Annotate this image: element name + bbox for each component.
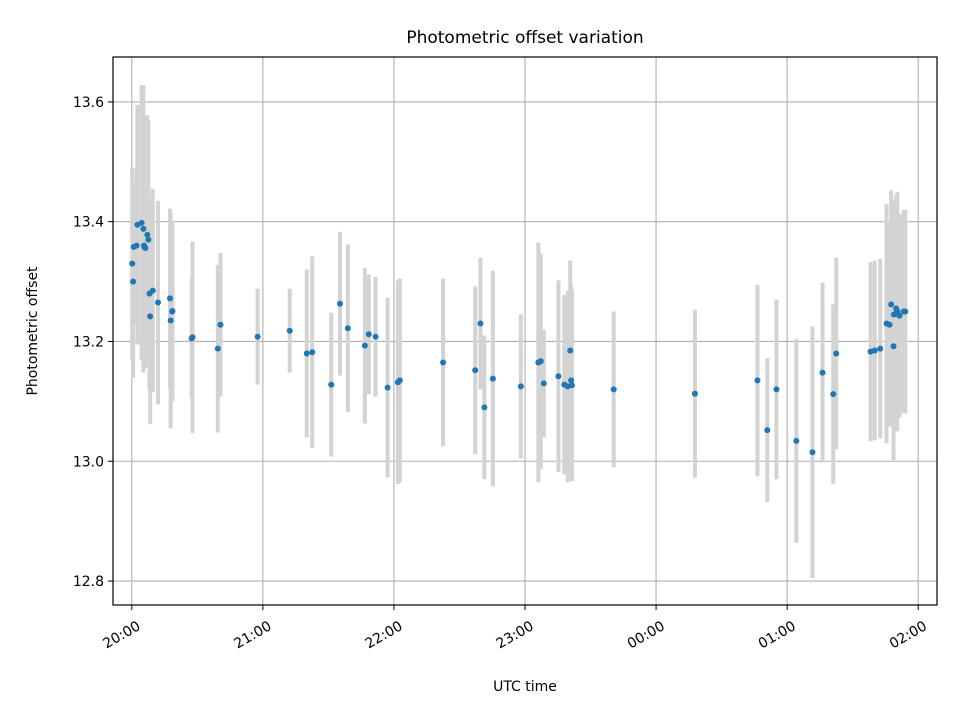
data-point [396, 377, 403, 384]
x-tick-label: 20:00 [100, 618, 143, 652]
data-point [773, 386, 780, 393]
data-point [214, 345, 221, 352]
data-point [372, 333, 379, 340]
data-point [147, 313, 154, 320]
data-point [691, 390, 698, 397]
data-point [481, 404, 488, 411]
data-point [610, 386, 617, 393]
data-point [149, 287, 156, 294]
y-tick-label: 12.8 [73, 574, 104, 590]
data-point [886, 321, 893, 328]
data-point [477, 320, 484, 327]
data-point [286, 327, 293, 334]
data-point [144, 231, 151, 238]
data-point [871, 347, 878, 354]
data-point [754, 377, 761, 384]
data-point [169, 307, 176, 314]
data-point [819, 369, 826, 376]
data-point [303, 350, 310, 357]
data-point [167, 295, 174, 302]
data-point [568, 377, 575, 384]
chart-title: Photometric offset variation [406, 28, 643, 48]
x-tick-label: 01:00 [756, 618, 799, 652]
data-point [555, 373, 562, 380]
x-tick-label: 02:00 [887, 618, 930, 652]
x-tick-label: 21:00 [232, 618, 275, 652]
y-tick-label: 13.2 [73, 334, 104, 350]
data-point [254, 333, 261, 340]
data-point [440, 359, 447, 366]
data-points [129, 219, 909, 456]
y-tick-label: 13.4 [73, 215, 104, 231]
data-point [217, 321, 224, 328]
x-axis-title: UTC time [493, 679, 557, 695]
grid-lines [113, 57, 937, 605]
data-point [189, 334, 196, 341]
data-point [140, 225, 147, 232]
x-tick-label: 22:00 [363, 618, 406, 652]
data-point [167, 317, 174, 324]
data-point [890, 343, 897, 350]
data-point [384, 384, 391, 391]
data-point [155, 299, 162, 306]
y-tick-label: 13.6 [73, 95, 104, 111]
y-axis-title: Photometric offset [25, 266, 41, 396]
data-point [344, 325, 351, 332]
data-point [830, 391, 837, 398]
data-point [130, 278, 137, 285]
x-tick-label: 23:00 [494, 618, 537, 652]
data-point [537, 358, 544, 365]
data-point [902, 308, 909, 315]
data-point [328, 381, 335, 388]
data-point [793, 437, 800, 444]
data-point [129, 260, 136, 267]
data-point [888, 301, 895, 308]
data-point [472, 367, 479, 374]
data-point [361, 342, 368, 349]
data-point [877, 345, 884, 352]
error-bars [130, 85, 908, 579]
data-point [809, 449, 816, 456]
axis-ticks: 20:00 21:00 22:00 23:00 00:00 01:00 02:00 12.8 1… [73, 95, 930, 652]
data-point [309, 349, 316, 356]
data-point [133, 242, 140, 249]
data-point [138, 219, 145, 226]
data-point [336, 300, 343, 307]
data-point [567, 347, 574, 354]
data-point [365, 331, 372, 338]
y-tick-label: 13.0 [73, 454, 104, 470]
x-tick-label: 00:00 [625, 618, 668, 652]
data-point [764, 427, 771, 434]
data-point [833, 350, 840, 357]
data-point [540, 380, 547, 387]
data-point [489, 375, 496, 382]
data-point [145, 236, 152, 243]
data-point [142, 245, 149, 252]
data-point [517, 383, 524, 390]
data-point [896, 312, 903, 319]
data-point [568, 382, 575, 389]
